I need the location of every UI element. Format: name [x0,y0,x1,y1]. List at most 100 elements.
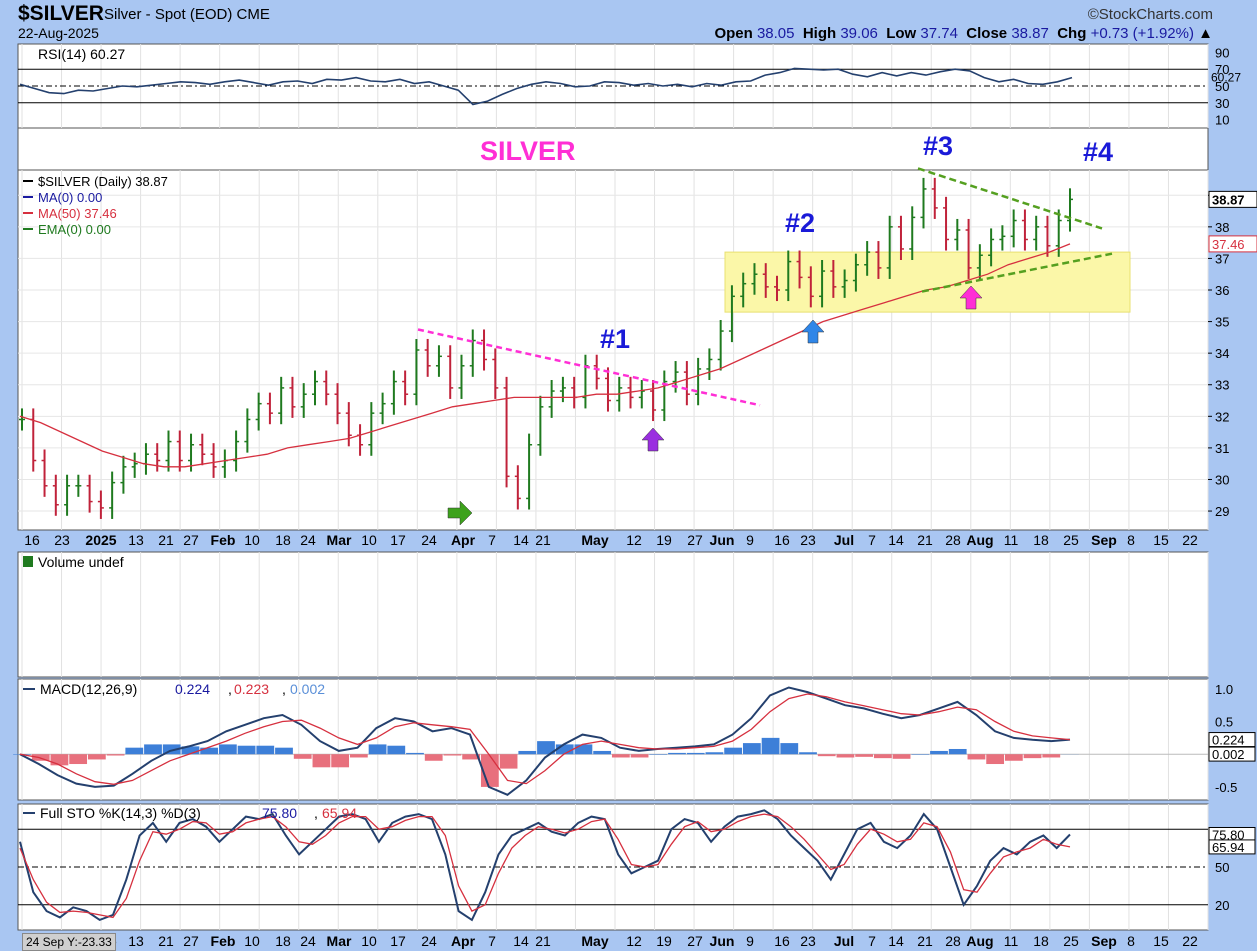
macd-histogram-bar [424,754,443,761]
x-tick-label: 9 [746,933,754,949]
x-tick-label: 14 [888,933,904,949]
x-tick-label: Apr [451,532,476,548]
rsi-line [19,67,1073,106]
macd-histogram-bar [443,754,462,756]
x-tick-label: 13 [128,933,144,949]
x-tick-label: 19 [656,532,672,548]
x-tick-label: 18 [275,933,291,949]
macd-histogram-bar [855,754,874,757]
macd-tick-label: 0.224 [1212,733,1245,748]
macd-histogram-bar [125,747,144,755]
x-tick-label: 23 [54,532,70,548]
x-tick-label: 28 [945,933,961,949]
macd-histogram-bar [742,743,761,755]
price-legend-entry: MA(0) 0.00 [38,190,102,205]
macd-histogram-bar [555,744,574,755]
ma50-price-box [1208,235,1257,253]
macd-histogram-bar [948,748,967,755]
price-tick-label: 29 [1215,504,1229,519]
open-label: Open [714,25,753,42]
volume-legend: Volume undef [38,554,124,570]
macd-histogram-bar [368,744,387,755]
macd-histogram-bar [724,747,743,755]
rsi-tick-label: 90 [1215,45,1229,60]
panel-macd [17,678,1209,801]
macd-histogram-bar [275,747,293,755]
macd-value-box [1208,732,1256,748]
price-tick-label: 36 [1215,283,1229,298]
price-tick-label: 34 [1215,346,1229,361]
x-tick-label: 28 [945,532,961,548]
macd-histogram-bar [200,747,219,755]
macd-value-box [1208,746,1256,762]
x-tick-label: 21 [535,532,551,548]
x-tick-label: 18 [1033,532,1049,548]
symbol-description: Silver - Spot (EOD) CME [104,6,270,23]
low-label: Low [886,25,917,42]
x-tick-label: 15 [1153,933,1169,949]
open-value: 38.05 [756,25,795,42]
ma50-price-label: 37.46 [1212,237,1245,252]
arrow-right-green [447,500,473,526]
x-tick-label: Jul [834,933,854,949]
x-tick-label: Mar [327,933,352,949]
rsi-tick-label: 30 [1215,96,1229,111]
price-legend-entry: $SILVER (Daily) 38.87 [38,174,168,189]
annotation-3: #3 [923,131,953,161]
sto-d-line [19,813,1071,919]
x-tick-label: 22 [1182,933,1198,949]
macd-line [19,686,1071,796]
macd-histogram-bar [574,744,593,755]
rsi-legend: RSI(14) 60.27 [38,46,125,62]
x-tick-label: 7 [868,933,876,949]
macd-legend-signal: 0.223 [234,681,269,697]
macd-histogram-bar [462,754,481,760]
macd-histogram-bar [930,750,948,755]
x-tick-label: 27 [687,933,703,949]
x-tick-label: 16 [24,532,40,548]
macd-tick-label: -0.5 [1215,780,1237,795]
x-tick-label: 11 [1004,532,1019,548]
x-tick-label: 14 [513,532,529,548]
ohlc-readout: Open 38.05 High 39.06 Low 37.74 Close 38… [714,25,1213,42]
x-tick-label: 16 [774,933,790,949]
x-tick-label: 24 [300,933,316,949]
x-tick-label: 23 [800,532,816,548]
x-tick-label: 27 [183,532,199,548]
rsi-tick-label: 50 [1215,79,1229,94]
x-tick-label: 14 [888,532,904,548]
macd-histogram-bar [967,754,986,760]
x-tick-label: 17 [390,933,406,949]
x-tick-label: Apr [451,933,476,949]
rsi-tick-label: 10 [1215,113,1229,128]
price-tick-label: 31 [1215,441,1229,456]
x-tick-label: 7 [488,933,496,949]
macd-histogram-bar [537,741,555,755]
macd-histogram-bar [144,744,162,755]
arrow-up-purple [641,427,665,452]
macd-tick-label: 1.0 [1215,682,1233,697]
arrow-up-pink [959,285,983,310]
macd-histogram-bar [836,754,855,758]
macd-tick-label: 0.5 [1215,715,1233,730]
stockcharts-logo[interactable]: ©StockCharts.com [1087,6,1213,23]
macd-legend-hist: 0.002 [290,681,325,697]
x-tick-label: 21 [917,933,933,949]
close-label: Close [966,25,1008,42]
price-bars [19,177,1073,519]
macd-histogram-bar [181,746,200,755]
macd-histogram-bar [312,754,331,768]
macd-histogram-bar [406,752,424,755]
x-tick-label: 21 [158,532,174,548]
macd-histogram-bar [331,754,350,768]
macd-histogram-bar [892,754,911,759]
price-tick-label: 35 [1215,315,1229,330]
x-tick-label: 11 [1004,933,1019,949]
x-tick-label: Aug [966,532,993,548]
macd-histogram-bar [218,744,237,755]
price-tick-label: 32 [1215,409,1229,424]
annotation-title: SILVER [480,136,576,166]
macd-histogram-bar [686,752,705,755]
triangle-up-icon: ▲ [1198,25,1213,42]
